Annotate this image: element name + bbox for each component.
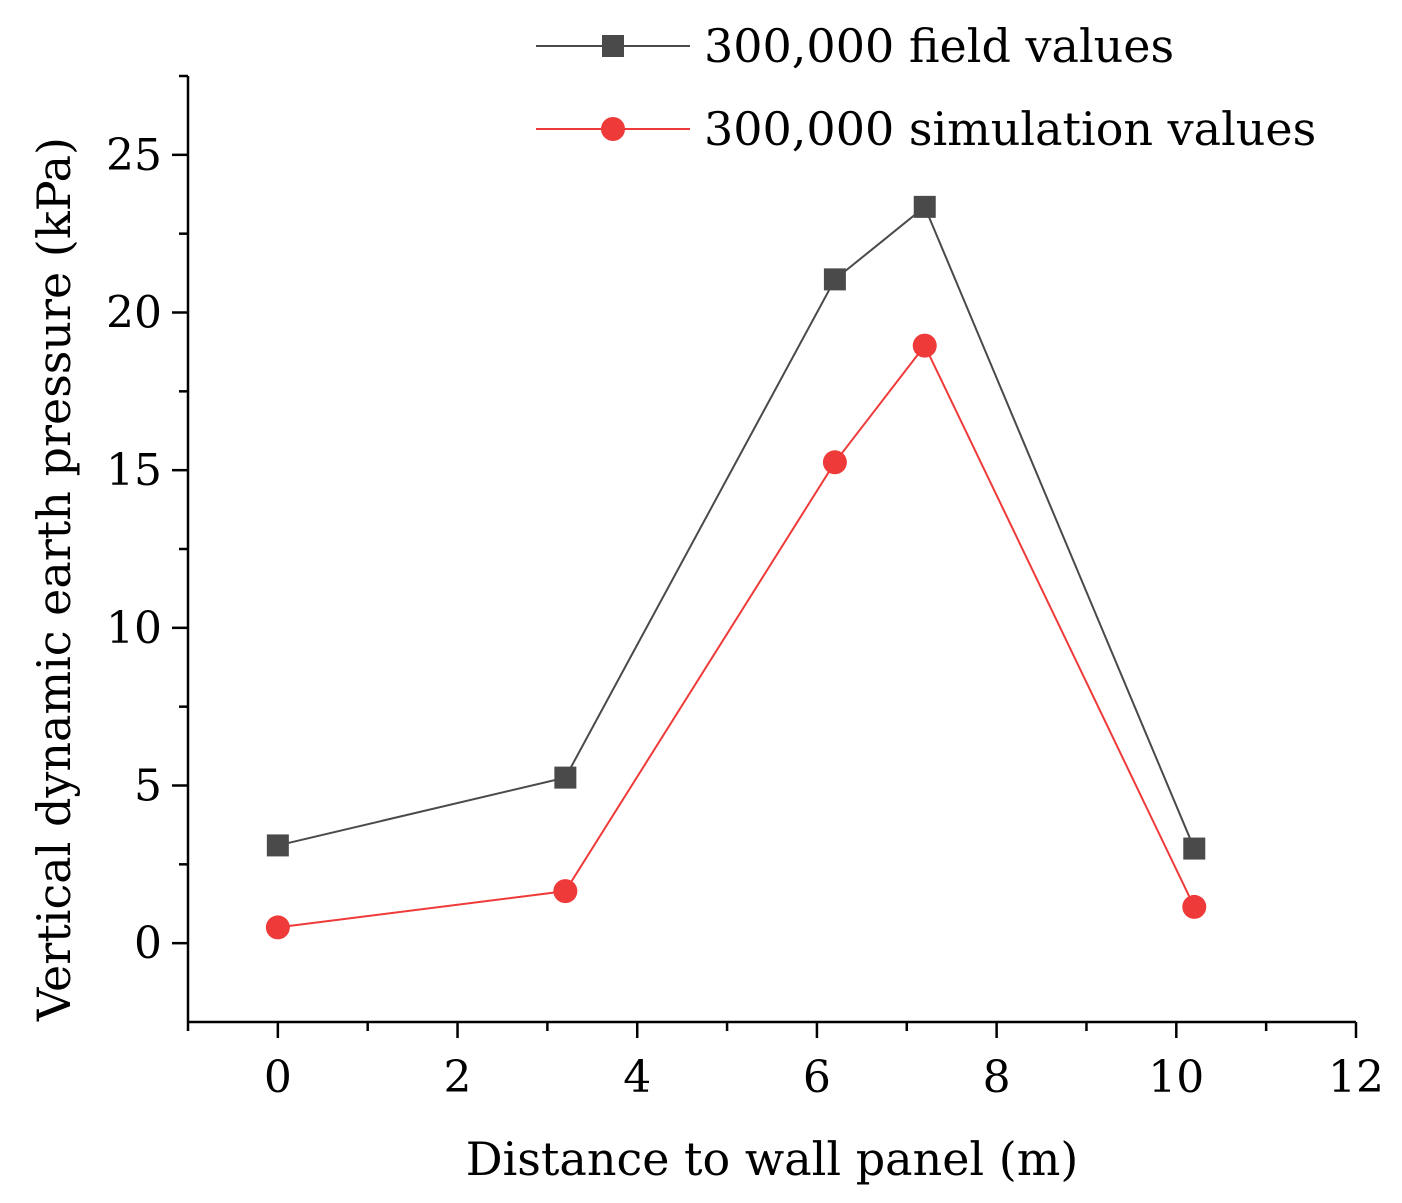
field-data-point [554, 766, 577, 789]
x-axis-title: Distance to wall panel (m) [466, 1132, 1079, 1186]
field-data-point [1183, 837, 1206, 860]
y-axis-title: Vertical dynamic earth pressure (kPa) [27, 137, 81, 1022]
field-series-line [277, 205, 1196, 849]
simulation-data-point [912, 333, 937, 358]
legend-simulation-label: 300,000 simulation values [704, 102, 1316, 156]
field-data-point [913, 195, 936, 218]
x-tick-label: 6 [803, 1052, 831, 1103]
y-tick-label: 5 [134, 761, 162, 812]
y-tick-label: 0 [134, 918, 162, 969]
x-tick-label: 8 [983, 1052, 1011, 1103]
legend-simulation-circle-marker [601, 117, 625, 141]
x-axis-ticks: 0 2 4 6 8 10 12 [186, 1022, 1384, 1103]
x-tick-label: 12 [1328, 1052, 1384, 1103]
simulation-series-line [277, 343, 1196, 929]
legend-item-field: 300,000 field values [536, 19, 1174, 73]
x-tick-label: 4 [623, 1052, 651, 1103]
y-tick-label: 15 [106, 445, 162, 496]
field-data-point [266, 834, 289, 857]
legend: 300,000 field values 300,000 simulation … [536, 19, 1316, 156]
legend-item-simulation: 300,000 simulation values [536, 102, 1316, 156]
simulation-data-point [265, 915, 290, 940]
series-layer [265, 195, 1207, 940]
y-axis-ticks: 0 5 10 15 20 25 [106, 74, 188, 969]
simulation-data-point [1182, 894, 1207, 919]
simulation-data-point [822, 450, 847, 475]
y-tick-label: 10 [106, 603, 162, 654]
y-tick-label: 20 [106, 288, 162, 339]
x-tick-label: 10 [1148, 1052, 1204, 1103]
simulation-data-point [553, 879, 578, 904]
x-tick-label: 2 [444, 1052, 472, 1103]
x-tick-label: 0 [264, 1052, 292, 1103]
field-data-point [823, 268, 846, 291]
y-tick-label: 25 [106, 130, 162, 181]
legend-field-square-marker [602, 35, 624, 57]
legend-field-label: 300,000 field values [704, 19, 1174, 73]
plot-area: 0 2 4 6 8 10 12 0 5 10 15 20 25 [106, 74, 1384, 1103]
